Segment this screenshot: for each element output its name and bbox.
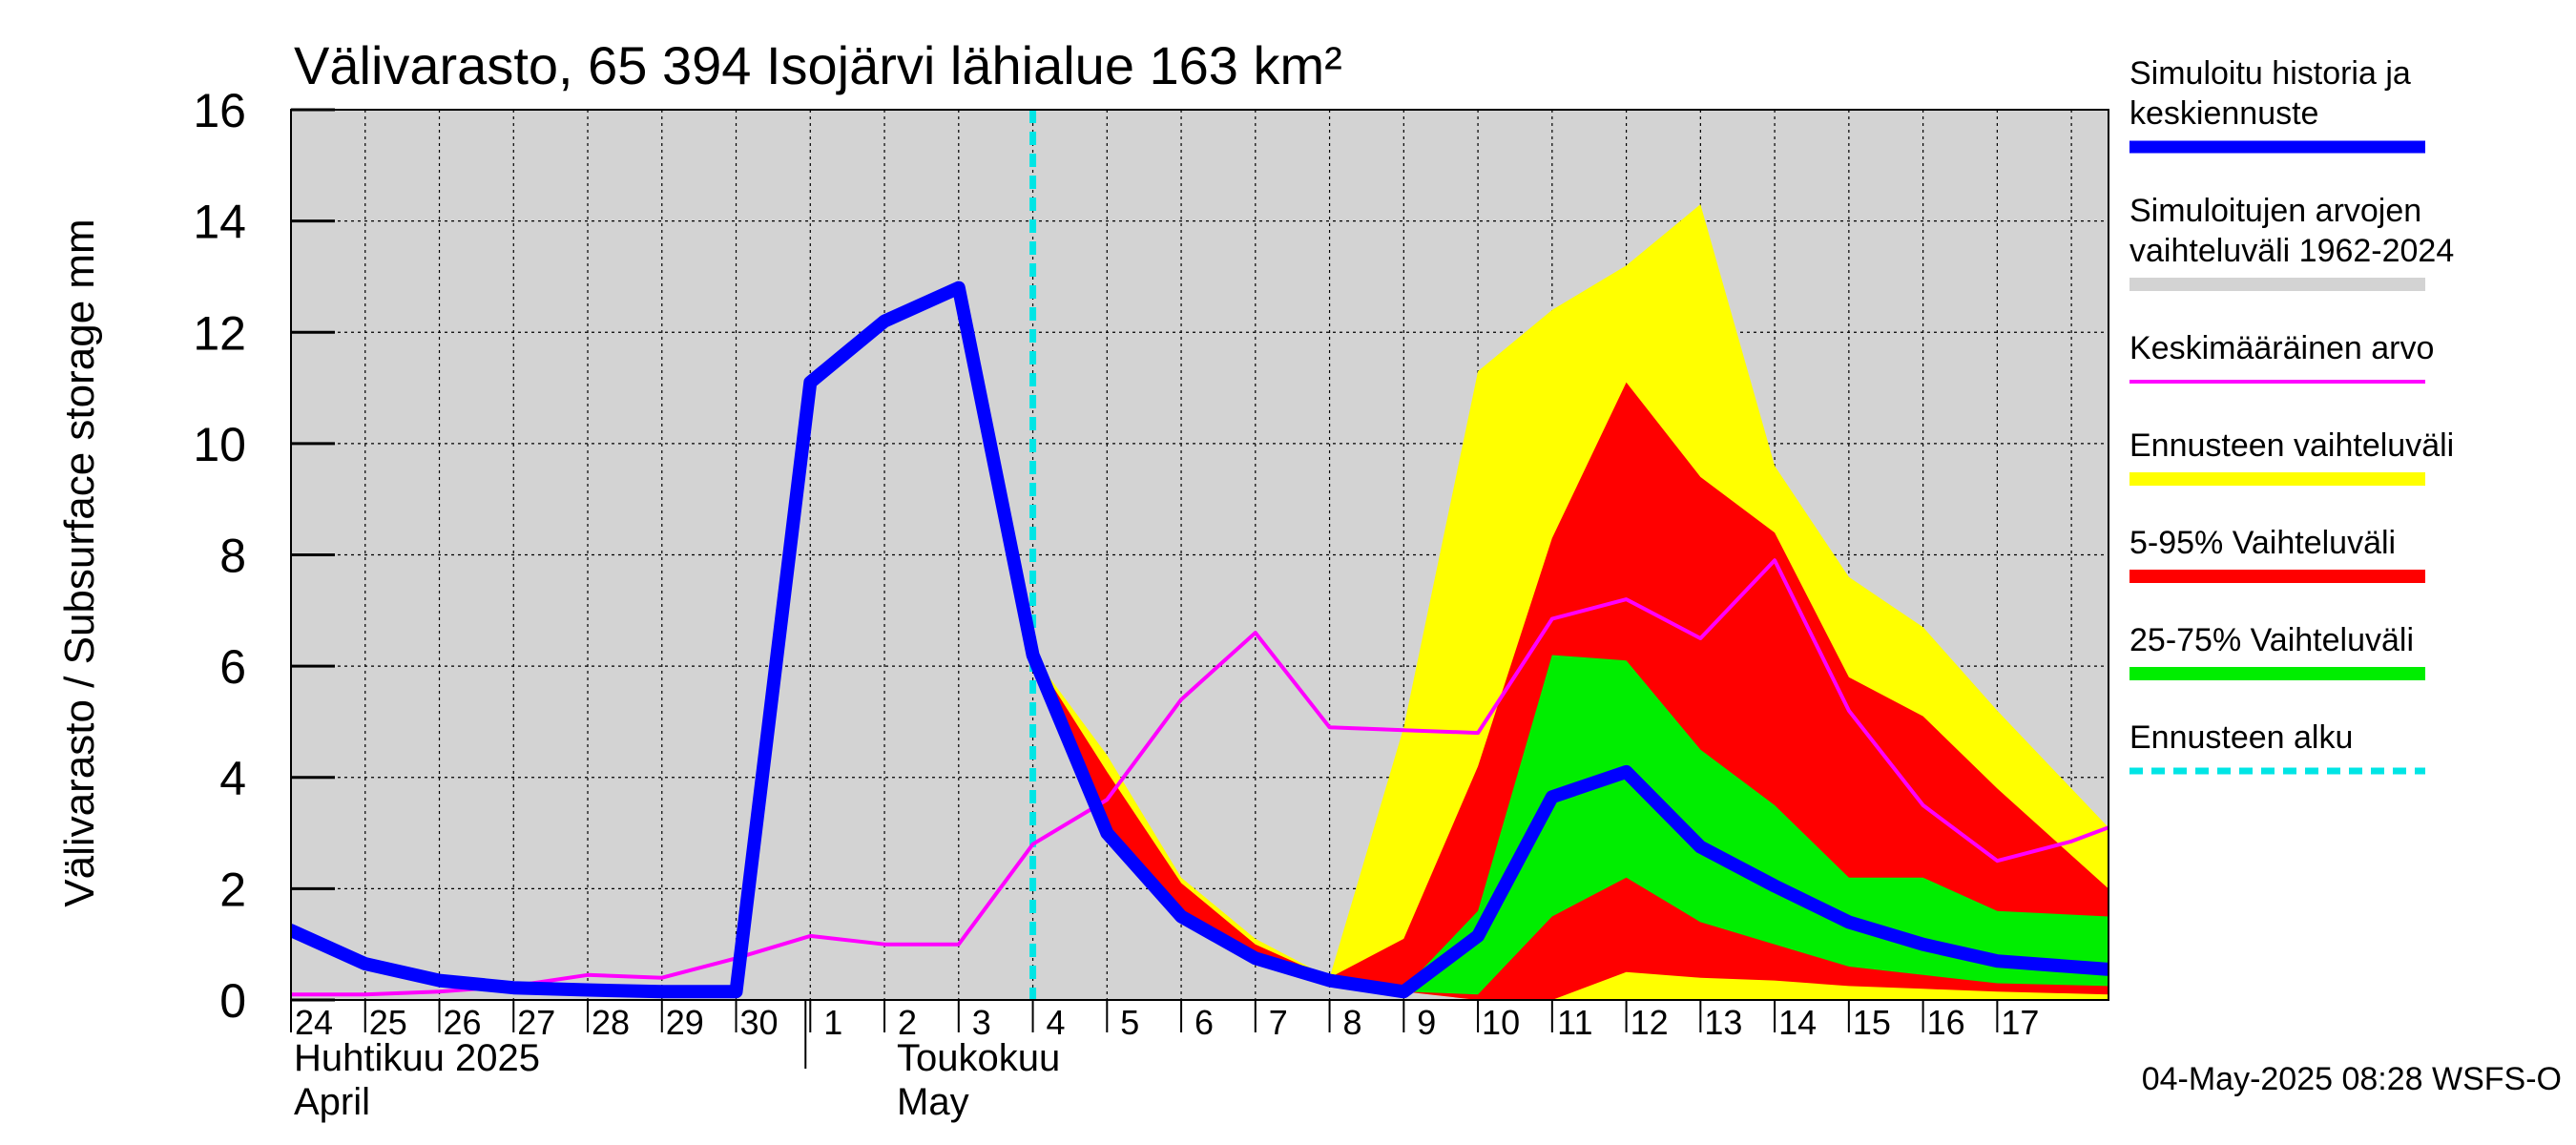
y-tick-label: 12 xyxy=(193,306,246,360)
timestamp-footer: 04-May-2025 08:28 WSFS-O xyxy=(2142,1061,2562,1097)
legend: Simuloitu historia jakeskiennusteSimuloi… xyxy=(2129,55,2454,775)
month-label-may-en: May xyxy=(897,1081,969,1123)
x-tick-label: 30 xyxy=(740,1003,779,1042)
legend-label: Simuloitujen arvojen xyxy=(2129,193,2421,229)
y-tick-label: 2 xyxy=(219,863,246,916)
legend-swatch xyxy=(2129,278,2425,291)
plot-area xyxy=(290,109,2109,1001)
x-tick-label: 9 xyxy=(1417,1003,1436,1042)
legend-item-ennusteen-alku: Ennusteen alku xyxy=(2129,719,2425,775)
x-tick-label: 25 xyxy=(369,1003,407,1042)
x-tick-label: 15 xyxy=(1853,1003,1891,1042)
x-tick-label: 28 xyxy=(592,1003,630,1042)
legend-swatch xyxy=(2129,570,2425,583)
x-tick-label: 8 xyxy=(1343,1003,1362,1042)
y-axis-ticks: 0 2 4 6 8 10 12 14 16 xyxy=(193,84,335,1028)
y-tick-label: 16 xyxy=(193,84,246,137)
y-tick-label: 8 xyxy=(219,530,246,583)
legend-swatch xyxy=(2129,472,2425,486)
legend-label: Ennusteen alku xyxy=(2129,719,2353,756)
line-mean-value xyxy=(291,558,2109,997)
x-tick-label: 26 xyxy=(443,1003,481,1042)
x-tick-label: 27 xyxy=(517,1003,555,1042)
legend-label: 25-75% Vaihteluväli xyxy=(2129,622,2414,658)
x-tick-label: 2 xyxy=(898,1003,917,1042)
x-tick-label: 1 xyxy=(823,1003,842,1042)
legend-label: vaihteluväli 1962-2024 xyxy=(2129,233,2454,269)
x-tick-label: 16 xyxy=(1927,1003,1965,1042)
legend-item-keskim-r-inen-arvo: Keskimääräinen arvo xyxy=(2129,330,2434,384)
y-tick-label: 6 xyxy=(219,640,246,694)
month-labels: Huhtikuu 2025 April Toukokuu May xyxy=(294,1037,1060,1123)
x-tick-label: 29 xyxy=(666,1003,704,1042)
y-tick-label: 14 xyxy=(193,196,246,249)
x-tick-label: 3 xyxy=(972,1003,991,1042)
legend-label: 5-95% Vaihteluväli xyxy=(2129,525,2396,561)
y-tick-label: 10 xyxy=(193,418,246,471)
legend-item-ennusteen-vaihteluv-li: Ennusteen vaihteluväli xyxy=(2129,427,2454,486)
band-25-75-vaihteluv-li xyxy=(1032,655,2109,995)
chart-title: Välivarasto, 65 394 Isojärvi lähialue 16… xyxy=(294,35,1342,95)
legend-label: Simuloitu historia ja xyxy=(2129,55,2411,92)
legend-item-25-75-vaihteluv-li: 25-75% Vaihteluväli xyxy=(2129,622,2425,680)
legend-label: Ennusteen vaihteluväli xyxy=(2129,427,2454,464)
legend-item-simuloitujen-arvojen-vaihteluv-li-1962-2024: Simuloitujen arvojen vaihteluväli 1962-20… xyxy=(2129,193,2454,291)
y-axis-label: Välivarasto / Subsurface storage mm xyxy=(56,219,103,906)
legend-swatch xyxy=(2129,667,2425,680)
x-tick-label: 5 xyxy=(1120,1003,1139,1042)
x-tick-label: 17 xyxy=(2001,1003,2039,1042)
x-axis-ticks: 24 25 26 27 28 29 30 1 2 3 4 5 6 7 8 9 10 11 12 13 14 15 16 17 xyxy=(290,1000,2039,1069)
x-tick-label: 4 xyxy=(1047,1003,1066,1042)
y-tick-label: 0 xyxy=(219,974,246,1028)
month-label-may-fi: Toukokuu xyxy=(897,1037,1060,1079)
x-tick-label: 13 xyxy=(1704,1003,1742,1042)
x-tick-label: 24 xyxy=(295,1003,333,1042)
month-label-april-fi: Huhtikuu 2025 xyxy=(294,1037,540,1079)
x-tick-label: 6 xyxy=(1195,1003,1214,1042)
x-tick-label: 7 xyxy=(1269,1003,1288,1042)
legend-item-5-95-vaihteluv-li: 5-95% Vaihteluväli xyxy=(2129,525,2425,583)
y-tick-label: 4 xyxy=(219,752,246,805)
x-tick-label: 10 xyxy=(1482,1003,1520,1042)
month-label-april-en: April xyxy=(294,1081,370,1123)
plot-layers xyxy=(291,110,2109,1000)
legend-label: keskiennuste xyxy=(2129,95,2318,132)
x-tick-label: 12 xyxy=(1631,1003,1669,1042)
line-simulated-history-median xyxy=(291,281,2109,999)
x-tick-label: 14 xyxy=(1778,1003,1817,1042)
x-tick-label: 11 xyxy=(1557,1003,1592,1042)
legend-label: Keskimääräinen arvo xyxy=(2129,330,2434,366)
